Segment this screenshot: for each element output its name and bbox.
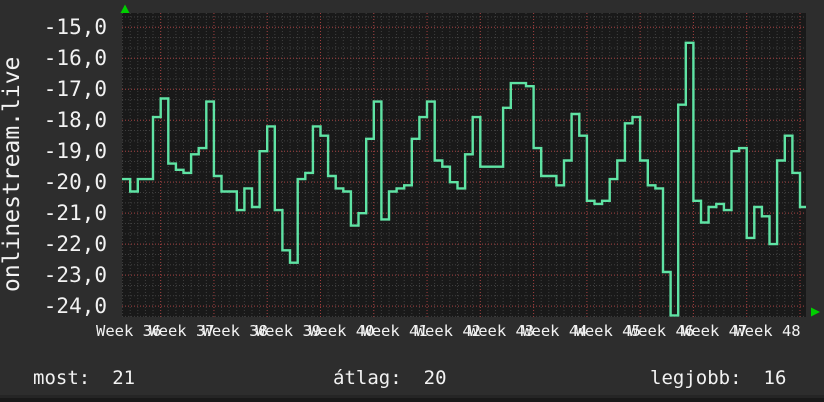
x-tick-label: Week 45 [575,322,641,340]
y-tick-label: -21,0 [43,201,107,226]
x-tick-label: Week 38 [202,322,268,340]
x-tick-label: Week 39 [255,322,322,340]
x-tick-label: Week 36 [96,322,162,340]
stat-atlag: átlag: 20 [333,366,447,390]
x-tick-label: Week 37 [149,322,215,340]
x-tick-label: Week 44 [522,322,588,340]
y-tick-label: -16,0 [43,46,107,71]
y-axis-arrow-icon [120,4,130,13]
stat-most: most: 21 [33,366,135,390]
stat-legjobb: legjobb: 16 [650,366,786,390]
stat-legjobb-label: legjobb: [650,367,742,389]
stat-atlag-value: 20 [423,367,447,389]
x-axis-arrow-icon [811,307,820,317]
stat-legjobb-value: 16 [763,367,787,389]
x-tick-label: Week 42 [415,322,482,340]
x-tick-label: Week 46 [628,322,695,340]
x-tick-label: Week 43 [468,322,535,340]
x-tick-label: Week 48 [735,322,801,340]
y-tick-label: -24,0 [43,294,107,319]
stat-most-value: 21 [112,367,136,389]
y-tick-label: -18,0 [43,108,107,133]
x-tick-label: Week 47 [682,322,748,340]
x-tick-label: Week 41 [362,322,428,340]
y-tick-label: -22,0 [43,232,107,257]
y-tick-label: -15,0 [43,15,107,40]
bottom-strip [0,398,824,402]
y-tick-label: -19,0 [43,139,107,164]
stat-atlag-label: átlag: [333,367,402,389]
y-tick-label: -17,0 [43,77,107,102]
y-tick-label: -20,0 [43,170,107,195]
bottom-strip-upper [0,395,824,398]
stat-most-label: most: [33,367,91,389]
y-tick-label: -23,0 [43,263,107,288]
data-line [122,41,806,317]
x-tick-label: Week 40 [309,322,375,340]
